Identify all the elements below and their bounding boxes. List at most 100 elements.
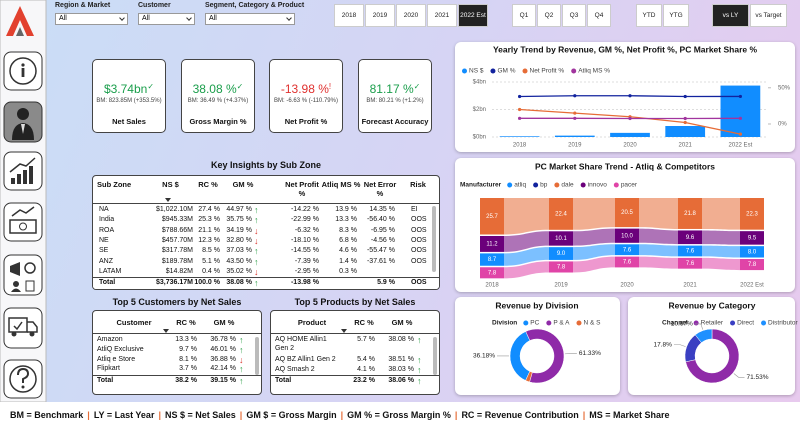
kpi-label: Net Sales [112,117,146,126]
table-cell: -37.61 % [366,257,395,265]
table-cell: 27.4 % [198,206,220,213]
table-cell: 37.03 % [226,247,252,255]
top-table: Product RC % GM % AQ HOME Allin1 Gen 2 5.7 %… [270,310,440,395]
nav-supply[interactable] [3,307,43,349]
table-cell: Total [97,377,114,384]
footer-separator: | [454,410,458,420]
kpi-value-text: 81.17 % [369,82,414,96]
table-cell: 13.3 % [335,216,357,224]
table-cell: Flipkart [97,365,120,372]
table-cell: ↑ [254,246,259,257]
column-header: GM % [213,318,235,327]
table-cell: OOS [411,257,427,265]
slicer-button[interactable]: Q3 [562,4,586,27]
slicer-button[interactable]: YTD [636,4,662,27]
table-cell: 6.8 % [339,236,357,244]
table-cell: 0.4 % [202,267,220,275]
table-cell: ↓ [254,225,259,236]
footer-separator: | [340,410,344,420]
table-cell: ↑ [417,335,422,345]
table-cell: 8.1 % [179,356,197,363]
table-cell: -6.95 % [370,226,395,234]
footer-separator: | [87,410,90,420]
slicer-button[interactable]: YTG [663,4,689,27]
filter-label: Segment, Category & Product [205,2,305,9]
kpi-icon: ! [328,82,332,91]
table-cell: -55.47 % [366,247,395,255]
chart-panel [455,42,795,152]
table-cell: $788.66M [161,226,193,234]
table-cell: ↑ [239,376,244,386]
slicer-button[interactable]: 2018 [334,4,364,27]
nav-info[interactable] [3,51,43,91]
table-cell: India [99,216,115,224]
kpi-icon: ✓ [413,82,421,91]
kpi-value: $3.74bn✓ [93,82,165,96]
nav-growth[interactable] [3,151,43,191]
table-cell: 36.78 % [210,336,236,343]
table-cell: 13.3 % [175,336,197,343]
table-cell: AQ Smash 2 [275,366,315,373]
slicer-button[interactable]: 2020 [396,4,426,27]
table-cell: $317.78M [161,247,193,255]
column-header: RC % [198,180,218,189]
table-cell: 46.01 % [210,346,236,353]
table-cell: 5.9 % [377,279,395,286]
table-cell: 38.06 % [388,377,414,384]
table-cell: OOS [411,279,427,286]
column-header: Atliq MS % [321,180,361,189]
table-cell: 14.35 % [369,206,395,213]
slicer-button[interactable]: Q1 [512,4,536,27]
table-cell: EI [411,206,418,213]
table-cell: 5.1 % [202,257,220,265]
column-header: Net Profit % [285,180,319,198]
total-bg [93,278,439,289]
filter-dropdown[interactable]: All [138,13,195,25]
table-cell: 38.08 % [226,279,252,286]
kpi-benchmark: BM: 36.49 % (+4.37%) [187,98,249,104]
table-cell: 38.08 % [388,336,414,343]
nav-help[interactable] [3,359,43,399]
slicer-button[interactable]: Q4 [587,4,611,27]
slicer-button[interactable]: 2021 [427,4,457,27]
header-rule [93,333,261,334]
kpi-icon: ✓ [147,82,155,91]
slicer-button[interactable]: vs Target [750,4,787,27]
kpi-card: -13.98 %! BM: -6.63 % (-110.79%) Net Profi… [269,59,343,133]
table-cell: Total [275,377,292,384]
filter-dropdown[interactable]: All [205,13,295,25]
slicer-button[interactable]: 2022 Est [458,4,488,27]
sort-indicator [165,198,171,202]
kpi-card: 38.08 %✓ BM: 36.49 % (+4.37%) Gross Margin… [181,59,255,133]
kpi-label: Forecast Accuracy [361,117,429,126]
slicer-button[interactable]: 2019 [365,4,395,27]
dropdown-chevron [119,15,125,21]
filter-label: Customer [138,2,171,9]
scrollbar [432,206,436,272]
total-rule [93,375,261,376]
table-cell: -4.56 % [370,236,395,244]
nav-finance[interactable] [3,202,43,242]
nav-marketing[interactable] [3,254,43,296]
table-cell: 42.14 % [210,365,236,372]
sort-indicator [163,329,169,333]
slicer-button[interactable]: vs LY [712,4,749,27]
table-cell: 8.5 % [202,247,220,255]
table-cell: $945.33M [161,216,193,224]
table-cell: 43.50 % [226,257,252,265]
table-cell: 4.1 % [357,366,375,373]
footer-item: RC = Revenue Contribution [461,410,579,420]
table-cell: ↓ [254,235,259,246]
chart-panel [455,158,795,292]
kpi-benchmark: BM: -6.63 % (-110.79%) [274,98,338,104]
total-rule [93,277,439,278]
table-cell: 100.0 % [194,279,220,286]
table-cell: OOS [411,226,427,234]
table-cell: NA [99,206,109,213]
filter-dropdown[interactable]: All [55,13,128,25]
nav-profile[interactable] [3,101,43,143]
slicer-button[interactable]: Q2 [537,4,561,27]
table-cell: 38.2 % [175,377,197,384]
column-header: GM % [232,180,254,189]
